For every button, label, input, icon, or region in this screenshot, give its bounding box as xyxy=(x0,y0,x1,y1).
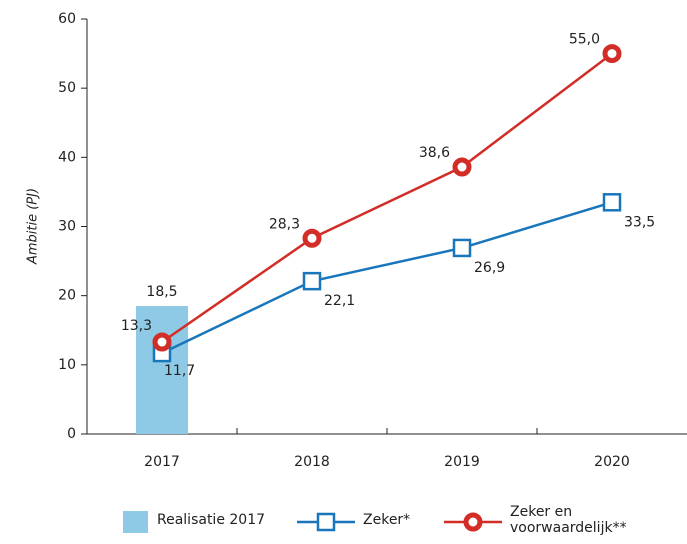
marker xyxy=(316,512,336,532)
marker xyxy=(452,157,472,177)
x-tick-label: 2019 xyxy=(444,454,480,470)
legend-label: Realisatie 2017 xyxy=(157,512,266,528)
y-tick-label: 20 xyxy=(58,288,76,304)
y-tick-label: 10 xyxy=(58,357,76,373)
data-label: 26,9 xyxy=(474,260,505,276)
bar xyxy=(136,306,188,434)
data-label: 13,3 xyxy=(121,318,152,334)
y-tick-label: 0 xyxy=(67,426,76,442)
x-tick-label: 2018 xyxy=(294,454,330,470)
legend-swatch xyxy=(123,511,148,533)
marker xyxy=(452,238,472,258)
marker xyxy=(302,228,322,248)
legend-box: Zeker* xyxy=(363,512,411,528)
series-line xyxy=(161,201,613,355)
marker xyxy=(302,271,322,291)
y-tick-label: 50 xyxy=(58,80,76,96)
data-label: 22,1 xyxy=(324,293,355,309)
y-axis-label: Ambitie (PJ) xyxy=(26,188,41,265)
marker xyxy=(463,512,483,532)
data-label: 11,7 xyxy=(164,363,195,379)
legend-box: Realisatie 2017 xyxy=(157,512,266,528)
marker xyxy=(152,332,172,352)
legend-label: Zeker en voorwaardelijk** xyxy=(510,504,627,536)
x-tick-label: 2017 xyxy=(144,454,180,470)
y-tick-label: 60 xyxy=(58,11,76,27)
legend-box: Zeker en voorwaardelijk** xyxy=(510,504,627,536)
legend-label: Zeker* xyxy=(363,512,411,528)
data-label: 18,5 xyxy=(146,284,177,300)
marker xyxy=(602,193,622,212)
y-tick-label: 40 xyxy=(58,149,76,165)
data-label: 38,6 xyxy=(419,145,450,161)
data-label: 55,0 xyxy=(569,32,600,48)
data-label: 28,3 xyxy=(269,216,300,232)
series-line xyxy=(161,52,613,344)
y-tick-label: 30 xyxy=(58,219,76,235)
data-label: 33,5 xyxy=(624,214,655,230)
marker xyxy=(602,44,622,64)
x-tick-label: 2020 xyxy=(594,454,630,470)
